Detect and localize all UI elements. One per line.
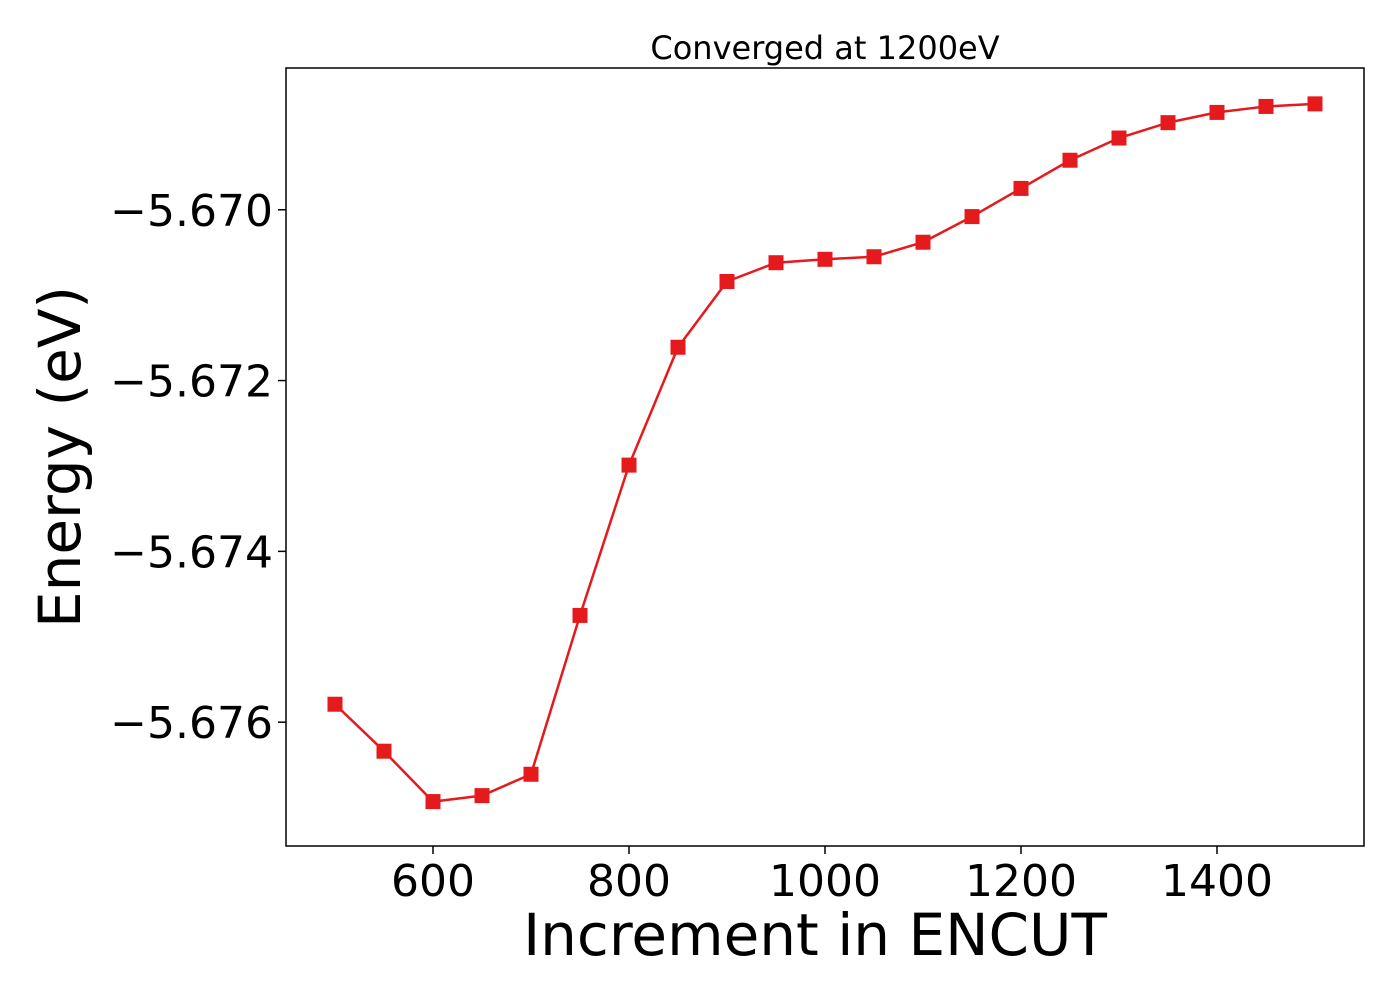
data-point-marker: [1111, 130, 1127, 146]
x-tick-label: 600: [391, 856, 475, 907]
data-point-marker: [915, 234, 931, 250]
data-point-marker: [768, 255, 784, 271]
x-tick-label: 800: [587, 856, 671, 907]
data-point-marker: [1307, 96, 1323, 112]
y-axis-label: Energy (eV): [26, 286, 94, 628]
data-point-marker: [719, 274, 735, 289]
y-tick-label: −5.672: [110, 357, 273, 408]
series-line: [334, 102, 1316, 803]
data-point-marker: [1062, 152, 1078, 168]
x-axis-ticks: 600 800 1000 1200 1400: [391, 846, 1273, 907]
data-point-marker: [425, 794, 441, 810]
x-tick-label: 1000: [769, 856, 881, 907]
data-point-marker: [1160, 115, 1176, 131]
x-tick-label: 1400: [1161, 856, 1273, 907]
data-point-marker: [670, 339, 686, 355]
data-point-marker: [817, 251, 833, 267]
data-point-marker: [621, 457, 637, 473]
data-point-marker: [376, 743, 392, 759]
data-point-marker: [1013, 180, 1029, 196]
data-point-marker: [523, 766, 539, 782]
series-layer: [327, 96, 1323, 810]
y-tick-label: −5.676: [110, 698, 273, 749]
data-point-marker: [474, 788, 490, 804]
data-point-marker: [964, 209, 980, 225]
y-tick-label: −5.670: [110, 186, 273, 237]
y-tick-label: −5.674: [110, 527, 273, 578]
x-axis-label: Increment in ENCUT: [523, 901, 1107, 969]
data-point-marker: [866, 249, 882, 265]
plot-frame: [285, 67, 1365, 847]
data-point-marker: [1258, 98, 1274, 114]
y-axis-ticks: −5.670 −5.672 −5.674 −5.676: [110, 186, 286, 749]
data-point-marker: [572, 607, 588, 623]
x-tick-label: 1200: [965, 856, 1077, 907]
data-point-marker: [1209, 104, 1225, 120]
chart-title: Converged at 1200eV: [650, 29, 999, 67]
data-point-marker: [327, 696, 343, 712]
